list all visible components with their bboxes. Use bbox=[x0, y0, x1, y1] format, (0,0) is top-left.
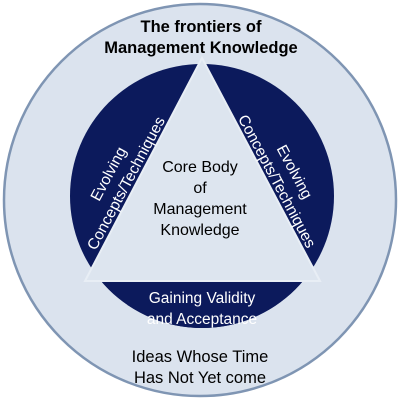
frontiers-title-line-1: The frontiers of bbox=[140, 18, 262, 36]
core-body-line-1: Core Body bbox=[162, 159, 238, 176]
core-body-line-4: Knowledge bbox=[160, 222, 239, 239]
bottom-band-line-1: Gaining Validity bbox=[149, 290, 256, 307]
core-triangle bbox=[83, 55, 322, 282]
frontiers-title-line-2: Management Knowledge bbox=[104, 39, 297, 57]
core-body-line-2: of bbox=[193, 180, 207, 197]
core-body-line-3: Management bbox=[153, 201, 247, 218]
bottom-band-line-2: and Acceptance bbox=[147, 311, 257, 328]
ideas-line-2: Has Not Yet come bbox=[134, 369, 266, 387]
ideas-line-1: Ideas Whose Time bbox=[132, 348, 269, 366]
